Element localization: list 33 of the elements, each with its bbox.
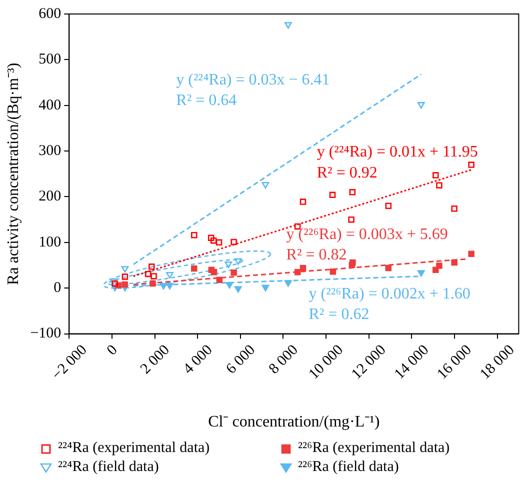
annotation: R² = 0.82 <box>286 246 347 264</box>
y-tick-label: −100 <box>30 326 62 342</box>
y-tick-label: 600 <box>38 6 62 22</box>
legend-label: ²²⁴Ra (field data) <box>58 459 159 476</box>
x-axis-title: Cl⁻ concentration/(mg·L⁻¹) <box>208 414 380 431</box>
legend-label: ²²⁶Ra (field data) <box>298 459 399 476</box>
y-tick-label: 100 <box>38 234 62 250</box>
annotation: R² = 0.64 <box>176 92 237 109</box>
x-tick-label: 6 000 <box>223 342 259 378</box>
x-tick-label: 12 000 <box>348 342 390 383</box>
x-tick-label: −2 000 <box>49 342 90 384</box>
x-tick-label: 10 000 <box>306 342 346 383</box>
annotation: y (²²⁶Ra) = 0.002x + 1.60 <box>308 286 470 303</box>
y-tick-label: 0 <box>54 280 62 296</box>
annotation: R² = 0.92 <box>316 164 378 182</box>
y-tick-label: 400 <box>38 97 62 114</box>
annotation: y (²²⁶Ra) = 0.003x + 5.69 <box>286 226 448 244</box>
x-tick-label: 14 000 <box>392 342 432 383</box>
y-axis-title: Ra activity concentration/(Bq·m⁻³) <box>4 62 22 285</box>
legend-label: ²²⁴Ra (experimental data) <box>58 440 210 457</box>
annotation: R² = 0.62 <box>308 306 370 324</box>
annotation: y (²²⁴Ra) = 0.03x − 6.41 <box>176 71 330 88</box>
x-tick-label: 16 000 <box>434 342 475 383</box>
x-tick-label: 18 000 <box>477 342 518 383</box>
x-tick-label: 0 <box>104 342 121 359</box>
y-tick-label: 300 <box>38 142 62 159</box>
legend-label: ²²⁶Ra (experimental data) <box>298 440 450 457</box>
x-tick-label: 4 000 <box>180 342 216 378</box>
x-tick-label: 2 000 <box>138 342 173 378</box>
y-tick-label: 200 <box>38 188 62 205</box>
annotation: y (²²⁴Ra) = 0.01x + 11.95 <box>316 143 478 160</box>
y-tick-label: 500 <box>38 52 62 68</box>
x-tick-label: 8 000 <box>266 342 302 378</box>
